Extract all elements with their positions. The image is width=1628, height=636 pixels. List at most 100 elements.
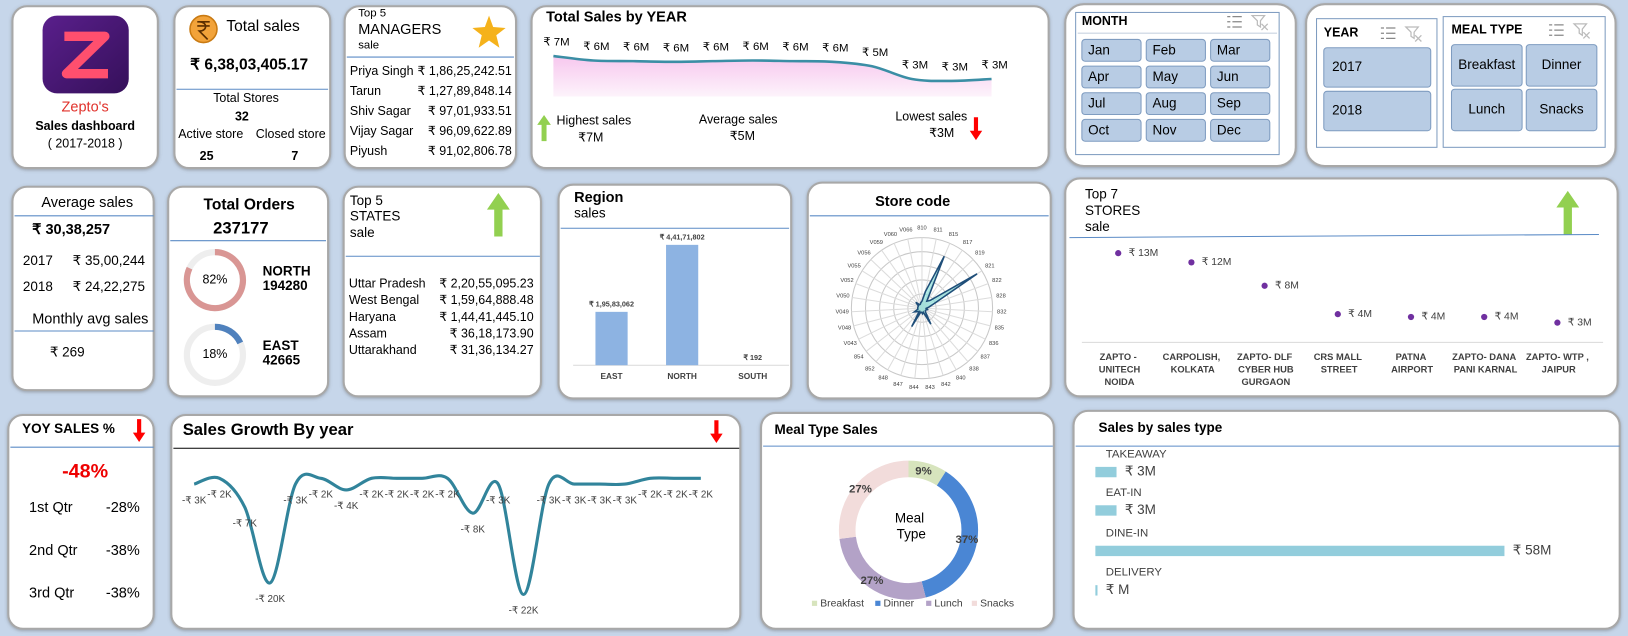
data-label: ₹ 6M — [583, 41, 609, 53]
bar — [595, 311, 628, 366]
axis-label: 836 — [989, 341, 999, 347]
x-tick-label: ZAPTO - UNITECH NOIDA — [1096, 352, 1140, 387]
data-label: -₹ 3K — [537, 495, 562, 506]
slicer-button[interactable] — [1323, 90, 1432, 132]
label: ( 2017-2018 ) — [48, 136, 123, 150]
data-label: ₹ 3M — [1125, 464, 1156, 479]
data-label: ₹ 3M — [1125, 502, 1156, 517]
axis-label: 835 — [995, 326, 1005, 332]
slicer-button[interactable] — [1450, 44, 1523, 87]
clear-filter-icon — [1572, 23, 1591, 39]
slicer-button[interactable] — [1145, 38, 1206, 62]
radar-area — [911, 255, 978, 328]
manager-sales: ₹ 96,09,622.89 — [428, 124, 512, 138]
slicer-item: 2017 — [1332, 59, 1362, 74]
data-label: ₹ 3M — [982, 60, 1008, 72]
label: Highest sales — [557, 114, 632, 128]
slicer-button[interactable] — [1323, 47, 1432, 88]
axis-label: 843 — [925, 385, 935, 391]
category-label: EAT-IN — [1106, 487, 1142, 499]
data-label: -₹ 3K — [562, 495, 587, 506]
slicer-item: Dinner — [1542, 57, 1582, 72]
data-label: -₹ 3K — [613, 495, 638, 506]
spoke — [853, 307, 923, 327]
multi-select-icon — [1380, 27, 1396, 40]
slicer-button[interactable] — [1081, 92, 1142, 116]
data-label: ₹ 8M — [1275, 281, 1299, 292]
slicer-item: Oct — [1088, 122, 1109, 137]
label: ₹ 35,00,244 — [73, 253, 146, 268]
spoke — [921, 296, 992, 309]
label: Active store — [178, 127, 243, 141]
chart-title: Top 7 — [1085, 187, 1118, 202]
slicer-button[interactable] — [1210, 65, 1271, 89]
line — [193, 472, 701, 597]
legend-label: Snacks — [980, 599, 1014, 610]
data-label: -₹ 22K — [509, 606, 539, 617]
data-label: ₹ 58M — [1513, 542, 1552, 557]
legend-swatch — [971, 600, 978, 606]
legend-label: Dinner — [884, 599, 915, 610]
axis-label: 852 — [865, 366, 875, 372]
slicer-button[interactable] — [1210, 92, 1271, 116]
slicer-button[interactable] — [1145, 65, 1206, 89]
label: -38% — [106, 585, 140, 601]
chart-title: Total Orders — [204, 197, 296, 214]
spoke — [861, 270, 923, 309]
slicer-button[interactable] — [1081, 118, 1142, 142]
label: 3rd Qtr — [29, 585, 74, 601]
state-sales: ₹ 2,20,55,095.23 — [439, 277, 533, 291]
state-sales: ₹ 1,59,64,888.48 — [439, 293, 533, 307]
slicer-button[interactable] — [1210, 118, 1271, 142]
slicer-button[interactable] — [1145, 118, 1206, 142]
spoke — [852, 296, 923, 309]
chart-title: Total Sales by YEAR — [546, 9, 687, 25]
label: 7 — [291, 149, 298, 163]
data-label: ₹ 3M — [1568, 317, 1592, 328]
data-label: ₹ 7M — [543, 37, 569, 49]
label: Average sales — [699, 113, 778, 127]
slicer-button[interactable] — [1450, 88, 1523, 132]
slicer-button[interactable] — [1525, 44, 1598, 87]
data-label: -₹ 2K — [663, 490, 688, 501]
slicer-button[interactable] — [1210, 38, 1271, 62]
axis-label: 840 — [956, 375, 966, 381]
dot — [1334, 311, 1341, 318]
data-label: ₹ 6M — [782, 42, 808, 54]
label: Lowest sales — [895, 110, 967, 124]
label: Total sales — [226, 18, 300, 35]
state-sales: ₹ 1,44,41,445.10 — [439, 310, 533, 324]
spoke — [921, 307, 979, 352]
axis-label: 838 — [969, 366, 979, 372]
card — [11, 185, 155, 392]
data-label: ₹ 3M — [902, 60, 928, 72]
data-label: -₹ 2K — [385, 490, 410, 501]
data-label: ₹ 13M — [1129, 248, 1159, 259]
data-label: ₹ 192 — [743, 353, 762, 362]
data-label: -₹ 2K — [309, 490, 334, 501]
slicer-button[interactable] — [1081, 38, 1142, 62]
manager-name: Shiv Sagar — [350, 104, 411, 118]
slicer-button[interactable] — [1525, 88, 1598, 132]
chart-title: sale — [1085, 219, 1110, 234]
bar — [1095, 545, 1505, 557]
label: Monthly avg sales — [32, 311, 148, 327]
slicer-button[interactable] — [1081, 65, 1142, 89]
data-label: -₹ 4K — [334, 501, 359, 512]
label: ₹7M — [578, 130, 603, 144]
slicer-item: Nov — [1152, 122, 1176, 137]
slicer-item: Sep — [1217, 96, 1241, 111]
slicer-item: Aug — [1152, 96, 1176, 111]
state-name: Assam — [349, 326, 387, 340]
slicer-button[interactable] — [1145, 92, 1206, 116]
data-label: -₹ 20K — [255, 594, 285, 605]
label: MONTH — [1082, 14, 1128, 28]
label: 2018 — [23, 279, 53, 294]
axis-label: 821 — [985, 263, 995, 269]
axis-label: V048 — [838, 326, 851, 332]
legend-label: Lunch — [934, 599, 962, 610]
label: 2017 — [23, 253, 53, 268]
spoke — [921, 307, 986, 340]
manager-name: Tarun — [350, 84, 381, 98]
spoke — [881, 249, 923, 309]
